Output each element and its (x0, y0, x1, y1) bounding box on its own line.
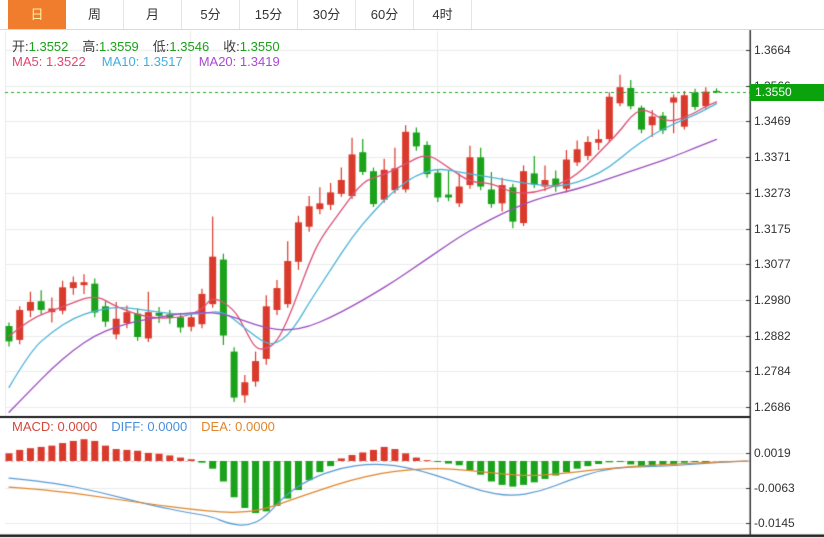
dea-value: 0.0000 (235, 419, 275, 434)
ma20-label: MA20: (198, 54, 237, 69)
low-label: 低: (152, 39, 170, 54)
ma5-item: MA5: 1.3522 (12, 54, 86, 69)
ma-legend: MA5: 1.3522 MA10: 1.3517 MA20: 1.3419 (12, 54, 280, 69)
current-price-badge: 1.3550 (750, 83, 824, 101)
low-item: 低:1.3546 (153, 36, 209, 55)
price-axis-label: 1.3371 (754, 149, 791, 164)
price-axis-label: 1.3664 (754, 43, 791, 57)
tab-5min[interactable]: 5分 (182, 0, 240, 29)
high-item: 高:1.3559 (82, 36, 138, 55)
tab-month[interactable]: 月 (124, 0, 182, 29)
macd-label: MACD: (12, 419, 54, 434)
low-value: 1.3546 (169, 39, 210, 54)
price-axis-label: 1.2882 (754, 328, 791, 343)
ma5-label: MA5: (12, 54, 43, 69)
dea-label: DEA: (201, 419, 232, 434)
price-axis-label: 1.2980 (754, 292, 791, 307)
macd-value: 0.0000 (57, 419, 98, 434)
macd-item: MACD: 0.0000 (12, 419, 97, 434)
diff-item: DIFF: 0.0000 (111, 419, 187, 434)
ma10-item: MA10: 1.3517 (102, 54, 183, 69)
tab-30min[interactable]: 30分 (298, 0, 356, 29)
diff-label: DIFF: (111, 419, 144, 434)
tab-week[interactable]: 周 (66, 0, 124, 29)
open-label: 开: (12, 39, 29, 54)
macd-axis-label: -0.0063 (754, 480, 795, 495)
close-item: 收:1.3550 (223, 36, 279, 55)
tab-60min[interactable]: 60分 (356, 0, 414, 29)
price-axis-label: 1.2784 (754, 364, 791, 379)
close-value: 1.3550 (239, 39, 280, 54)
ohlc-legend: 开:1.3552 高:1.3559 低:1.3546 收:1.3550 (12, 36, 280, 55)
macd-axis-label: -0.0145 (754, 515, 795, 530)
close-label: 收: (223, 39, 240, 54)
ma5-value: 1.3522 (45, 54, 86, 69)
dea-item: DEA: 0.0000 (201, 419, 275, 434)
ma20-value: 1.3419 (239, 54, 280, 69)
period-tabbar: 日 周 月 5分 15分 30分 60分 4时 (0, 0, 824, 30)
high-value: 1.3559 (99, 39, 139, 54)
tab-15min[interactable]: 15分 (240, 0, 298, 29)
ma20-item: MA20: 1.3419 (199, 54, 280, 69)
diff-value: 0.0000 (147, 419, 188, 434)
tab-day[interactable]: 日 (8, 0, 66, 29)
open-item: 开:1.3552 (12, 36, 68, 55)
tab-4hour[interactable]: 4时 (414, 0, 472, 29)
price-axis-label: 1.3469 (754, 114, 791, 129)
macd-axis-label: 0.0019 (754, 445, 791, 460)
price-axis-label: 1.2686 (754, 400, 791, 415)
price-axis-label: 1.3175 (754, 221, 791, 236)
macd-legend: MACD: 0.0000 DIFF: 0.0000 DEA: 0.0000 (12, 419, 275, 434)
price-axis-label: 1.3077 (754, 257, 791, 272)
high-label: 高: (82, 39, 100, 54)
open-value: 1.3552 (28, 39, 69, 54)
ma10-value: 1.3517 (142, 54, 183, 69)
price-axis-label: 1.3273 (754, 185, 791, 200)
ma10-label: MA10: (101, 54, 140, 69)
